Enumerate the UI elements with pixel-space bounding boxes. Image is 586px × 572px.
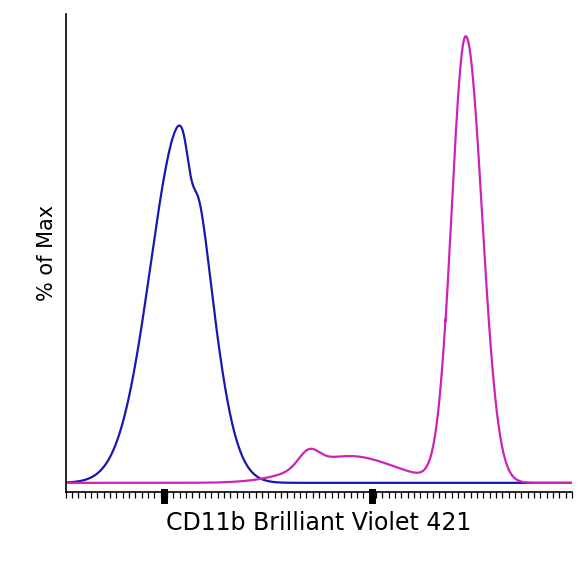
Y-axis label: % of Max: % of Max (38, 205, 57, 301)
X-axis label: CD11b Brilliant Violet 421: CD11b Brilliant Violet 421 (166, 511, 472, 535)
